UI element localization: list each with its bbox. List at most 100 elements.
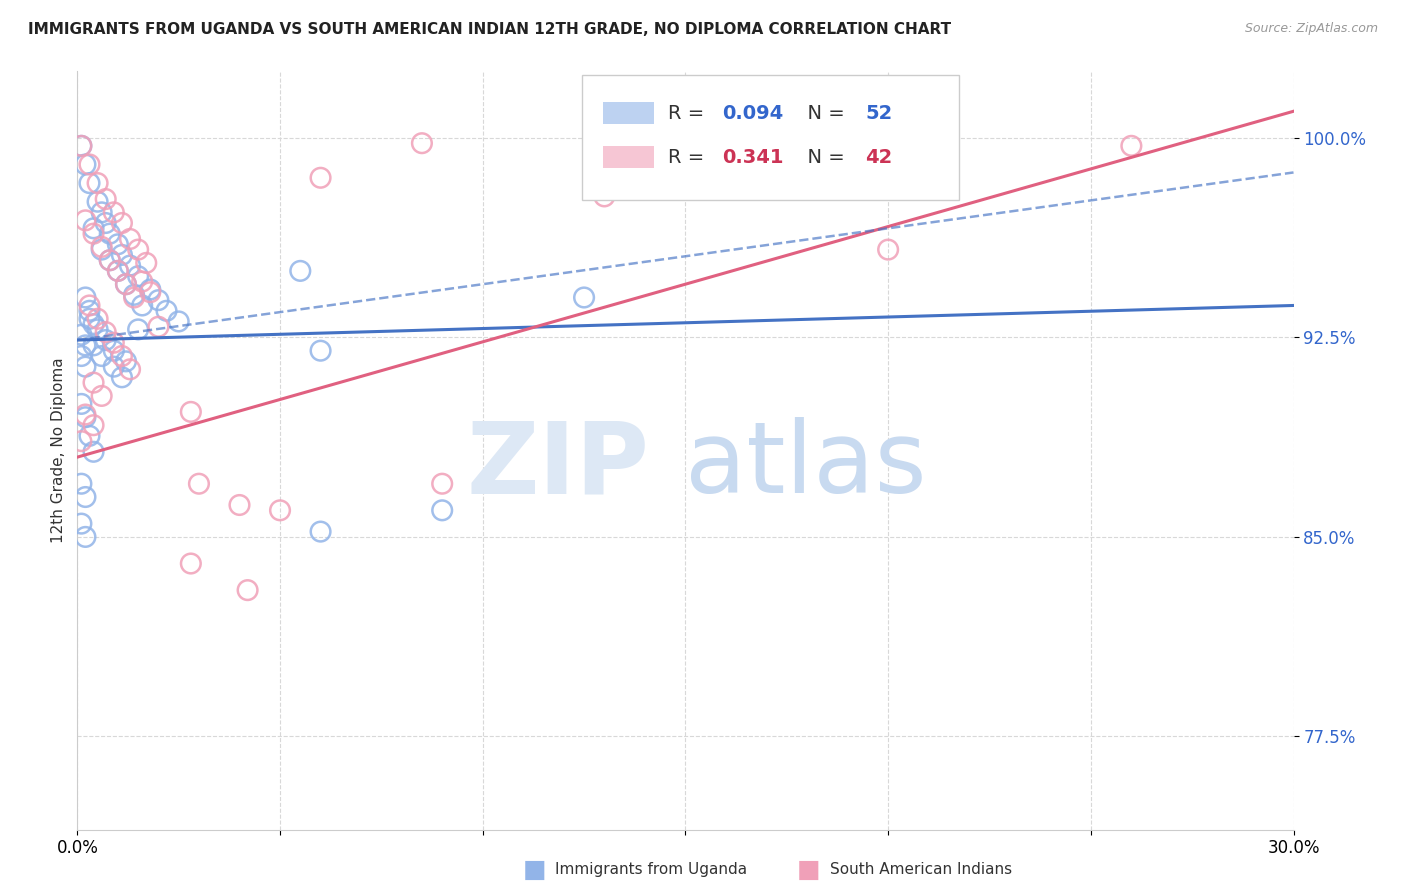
Point (111, 216, 134, 230)
Point (83, 227, 105, 241)
Text: 0.094: 0.094 (721, 103, 783, 122)
Point (103, 205, 125, 219)
Point (118, 232, 141, 246)
Point (139, 283, 162, 297)
Point (290, 264, 312, 278)
Text: atlas: atlas (686, 417, 927, 514)
Point (83, 338, 105, 352)
Point (188, 476, 211, 491)
Text: 52: 52 (866, 103, 893, 122)
Point (148, 293, 170, 307)
Point (593, 189, 616, 203)
Point (115, 354, 138, 368)
Point (79, 157, 101, 171)
Point (86, 176, 108, 190)
Point (107, 264, 129, 278)
Point (70, 516, 93, 531)
Text: 0.341: 0.341 (721, 147, 783, 167)
Point (228, 498, 250, 512)
Point (877, 243, 900, 257)
Point (98, 253, 121, 268)
Point (309, 170, 332, 185)
Point (75, 530, 97, 544)
Point (98, 227, 121, 241)
Point (70, 349, 93, 363)
Point (90, 349, 112, 363)
Point (75, 408, 97, 422)
Point (98, 253, 121, 268)
Point (86, 194, 108, 209)
Point (309, 343, 332, 358)
Point (70, 327, 93, 342)
Point (115, 277, 138, 292)
Point (75, 410, 97, 425)
Point (86, 311, 108, 326)
Point (90, 389, 112, 403)
Point (309, 524, 332, 539)
Point (111, 248, 134, 262)
Point (79, 303, 101, 318)
Text: Immigrants from Uganda: Immigrants from Uganda (555, 863, 748, 877)
Y-axis label: 12th Grade, No Diploma: 12th Grade, No Diploma (51, 358, 66, 543)
Point (94, 216, 117, 230)
Text: N =: N = (794, 103, 851, 122)
Point (148, 319, 170, 334)
FancyBboxPatch shape (582, 75, 959, 201)
Point (70, 139, 93, 153)
Point (430, 476, 453, 491)
Point (75, 359, 97, 374)
Point (118, 362, 141, 376)
Text: N =: N = (794, 147, 851, 167)
Point (70, 397, 93, 411)
Point (103, 343, 125, 358)
Point (167, 314, 190, 328)
Point (103, 335, 125, 350)
Point (94, 192, 117, 206)
Point (86, 322, 108, 336)
FancyBboxPatch shape (603, 145, 654, 169)
Point (122, 291, 145, 305)
Point (118, 259, 141, 273)
Point (83, 376, 105, 390)
Point (70, 139, 93, 153)
Point (115, 277, 138, 292)
Point (83, 317, 105, 331)
Point (79, 429, 101, 443)
Point (90, 240, 112, 254)
Point (90, 243, 112, 257)
Point (122, 288, 145, 302)
Point (111, 370, 134, 384)
Point (236, 583, 259, 598)
Point (127, 243, 149, 257)
Point (79, 311, 101, 326)
Point (94, 325, 117, 339)
Point (107, 237, 129, 252)
Point (90, 205, 112, 219)
Point (131, 298, 153, 312)
Text: IMMIGRANTS FROM UGANDA VS SOUTH AMERICAN INDIAN 12TH GRADE, NO DIPLOMA CORRELATI: IMMIGRANTS FROM UGANDA VS SOUTH AMERICAN… (28, 22, 952, 37)
FancyBboxPatch shape (603, 102, 654, 125)
Point (75, 338, 97, 352)
Point (83, 221, 105, 235)
Text: South American Indians: South American Indians (830, 863, 1012, 877)
Point (75, 213, 97, 227)
Point (75, 291, 97, 305)
Text: ZIP: ZIP (465, 417, 650, 514)
Point (107, 264, 129, 278)
Text: R =: R = (668, 147, 711, 167)
Point (1121, 139, 1143, 153)
Point (180, 557, 202, 571)
Point (572, 291, 595, 305)
Text: ■: ■ (523, 858, 546, 881)
Point (103, 359, 125, 374)
Point (131, 275, 153, 289)
Point (127, 269, 149, 284)
Point (83, 418, 105, 433)
Point (75, 490, 97, 504)
Point (70, 476, 93, 491)
Point (75, 157, 97, 171)
Point (79, 176, 101, 190)
Point (269, 503, 291, 517)
Text: ■: ■ (797, 858, 820, 881)
Text: 42: 42 (866, 147, 893, 167)
